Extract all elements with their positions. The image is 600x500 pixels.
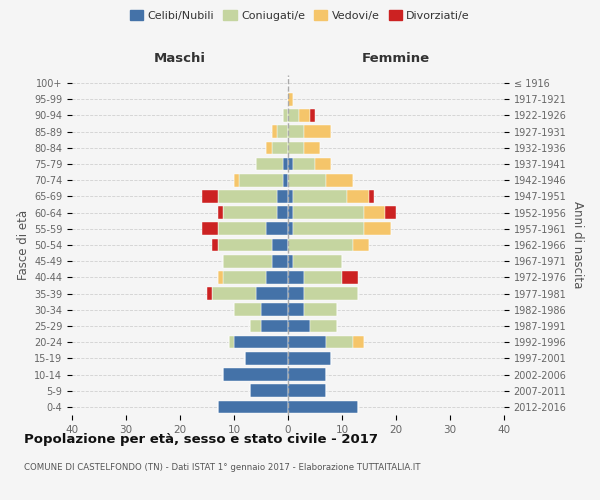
Bar xyxy=(207,288,212,300)
Bar xyxy=(272,126,277,138)
Bar xyxy=(234,304,261,316)
Bar xyxy=(385,206,396,219)
Bar xyxy=(288,190,293,202)
Bar xyxy=(229,336,234,348)
Bar xyxy=(293,190,347,202)
Bar xyxy=(277,206,288,219)
Bar xyxy=(223,271,266,283)
Bar xyxy=(288,206,293,219)
Bar xyxy=(304,142,320,154)
Bar xyxy=(266,271,288,283)
Bar xyxy=(315,158,331,170)
Bar xyxy=(223,368,288,381)
Bar xyxy=(218,190,277,202)
Bar xyxy=(250,384,288,397)
Bar xyxy=(288,222,293,235)
Bar xyxy=(293,158,315,170)
Bar xyxy=(277,190,288,202)
Bar xyxy=(288,158,293,170)
Bar xyxy=(288,320,310,332)
Bar xyxy=(299,109,310,122)
Bar xyxy=(202,222,218,235)
Bar xyxy=(364,206,385,219)
Bar xyxy=(266,222,288,235)
Bar xyxy=(218,222,266,235)
Bar xyxy=(223,255,272,268)
Bar xyxy=(342,271,358,283)
Bar xyxy=(288,174,326,186)
Bar xyxy=(369,190,374,202)
Bar xyxy=(266,142,272,154)
Bar xyxy=(288,384,326,397)
Bar xyxy=(288,336,326,348)
Text: Popolazione per età, sesso e stato civile - 2017: Popolazione per età, sesso e stato civil… xyxy=(24,432,378,446)
Bar xyxy=(261,320,288,332)
Bar xyxy=(261,304,288,316)
Bar xyxy=(304,126,331,138)
Bar xyxy=(293,206,364,219)
Bar xyxy=(283,158,288,170)
Bar xyxy=(218,206,223,219)
Bar xyxy=(202,190,218,202)
Bar xyxy=(364,222,391,235)
Bar xyxy=(212,288,256,300)
Bar xyxy=(288,304,304,316)
Bar xyxy=(288,255,293,268)
Bar xyxy=(256,288,288,300)
Bar xyxy=(234,336,288,348)
Bar xyxy=(353,238,369,252)
Bar xyxy=(293,222,364,235)
Bar xyxy=(218,238,272,252)
Text: COMUNE DI CASTELFONDO (TN) - Dati ISTAT 1° gennaio 2017 - Elaborazione TUTTAITAL: COMUNE DI CASTELFONDO (TN) - Dati ISTAT … xyxy=(24,462,421,471)
Bar xyxy=(288,271,304,283)
Bar xyxy=(288,142,304,154)
Bar xyxy=(272,238,288,252)
Legend: Celibi/Nubili, Coniugati/e, Vedovi/e, Divorziati/e: Celibi/Nubili, Coniugati/e, Vedovi/e, Di… xyxy=(128,8,472,24)
Bar xyxy=(288,109,299,122)
Y-axis label: Fasce di età: Fasce di età xyxy=(17,210,30,280)
Bar xyxy=(326,174,353,186)
Bar xyxy=(288,288,304,300)
Bar xyxy=(218,271,223,283)
Bar xyxy=(304,271,342,283)
Bar xyxy=(212,238,218,252)
Y-axis label: Anni di nascita: Anni di nascita xyxy=(571,202,584,288)
Bar xyxy=(288,126,304,138)
Bar xyxy=(234,174,239,186)
Bar xyxy=(239,174,283,186)
Bar xyxy=(245,352,288,364)
Text: Femmine: Femmine xyxy=(362,52,430,66)
Bar xyxy=(347,190,369,202)
Bar xyxy=(288,368,326,381)
Bar xyxy=(218,400,288,413)
Bar xyxy=(272,255,288,268)
Bar xyxy=(277,126,288,138)
Bar xyxy=(310,109,315,122)
Bar xyxy=(304,304,337,316)
Bar xyxy=(223,206,277,219)
Text: Maschi: Maschi xyxy=(154,52,206,66)
Bar xyxy=(272,142,288,154)
Bar xyxy=(288,238,353,252)
Bar xyxy=(288,93,293,106)
Bar xyxy=(353,336,364,348)
Bar xyxy=(293,255,342,268)
Bar xyxy=(283,109,288,122)
Bar xyxy=(283,174,288,186)
Bar xyxy=(326,336,353,348)
Bar xyxy=(250,320,261,332)
Bar xyxy=(288,400,358,413)
Bar xyxy=(288,352,331,364)
Bar xyxy=(310,320,337,332)
Bar xyxy=(304,288,358,300)
Bar xyxy=(256,158,283,170)
